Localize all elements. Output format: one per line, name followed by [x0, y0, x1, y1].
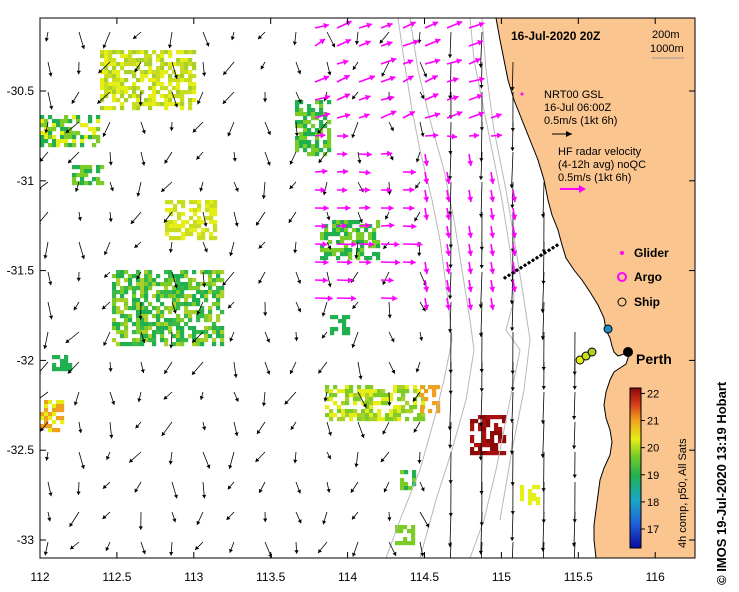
axis-ticks: 112 112.5 113 113.5 114 114.5 115 115.5 116 -30.5… [7, 18, 695, 584]
nrt-title: NRT00 GSL [544, 89, 604, 101]
glider-legend-icon [620, 251, 624, 255]
hf-title: HF radar velocity [558, 146, 642, 158]
colorbar-tick-label: 19 [647, 470, 659, 482]
x-tick-label: 112.5 [102, 570, 131, 584]
hf-scale: 0.5m/s (1kt 6h) [558, 172, 631, 184]
colorbar-tick-label: 20 [647, 443, 659, 455]
x-tick-label: 113.5 [256, 570, 285, 584]
sst-patches [40, 50, 541, 546]
credit-text: © IMOS 19-Jul-2020 13:19 Hobart [714, 381, 729, 585]
y-tick-label: -32 [17, 353, 35, 367]
depth-contours [385, 18, 531, 558]
glider-track [502, 243, 560, 280]
y-tick-label: -31.5 [7, 264, 35, 278]
contour-200m-label: 200m [652, 29, 680, 41]
argo-legend-label: Argo [634, 270, 662, 284]
ship-marker [603, 324, 613, 334]
ship-legend-label: Ship [634, 295, 660, 309]
sst-colorbar [629, 387, 642, 549]
y-tick-label: -33 [17, 533, 35, 547]
y-tick-label: -32.5 [7, 443, 35, 457]
perth-dot [623, 347, 633, 357]
perth-label: Perth [636, 351, 672, 367]
x-tick-label: 115 [492, 570, 511, 584]
x-tick-label: 112 [30, 570, 49, 584]
map-title: 16-Jul-2020 20Z [511, 29, 600, 43]
colorbar-ticks: 22 21 20 19 18 17 [641, 388, 659, 536]
colorbar-label: 4h comp, p50, All Sats [677, 438, 689, 548]
argo-legend-icon [617, 272, 627, 282]
x-tick-label: 113 [184, 570, 203, 584]
x-tick-label: 114 [338, 570, 357, 584]
x-tick-label: 115.5 [564, 570, 593, 584]
nrt-scale: 0.5m/s (1kt 6h) [544, 115, 617, 127]
x-tick-label: 116 [646, 570, 665, 584]
plot-frame [39, 17, 696, 559]
argo-floats [575, 347, 597, 365]
y-tick-label: -30.5 [7, 84, 35, 98]
colorbar-tick-label: 22 [647, 388, 659, 400]
land-western-australia [495, 18, 695, 558]
colorbar-tick-label: 18 [647, 497, 659, 509]
ship-legend-icon [617, 297, 627, 307]
platform-legend: Glider Argo Ship [617, 246, 669, 309]
nrt-time: 16-Jul 06:00Z [544, 102, 612, 114]
contour-1000m-label: 1000m [650, 43, 684, 55]
hf-sub: (4-12h avg) noQC [558, 159, 646, 171]
y-tick-label: -31 [17, 174, 35, 188]
colorbar-tick-label: 21 [647, 416, 659, 428]
colorbar-tick-label: 17 [647, 524, 659, 536]
x-tick-label: 114.5 [410, 570, 439, 584]
hf-legend: HF radar velocity (4-12h avg) noQC 0.5m/… [558, 146, 646, 193]
nrt-legend: NRT00 GSL 16-Jul 06:00Z 0.5m/s (1kt 6h) [520, 89, 617, 137]
glider-legend-label: Glider [634, 246, 669, 260]
hf-radar-vectors [314, 20, 518, 311]
nrt-current-vectors [40, 31, 577, 558]
